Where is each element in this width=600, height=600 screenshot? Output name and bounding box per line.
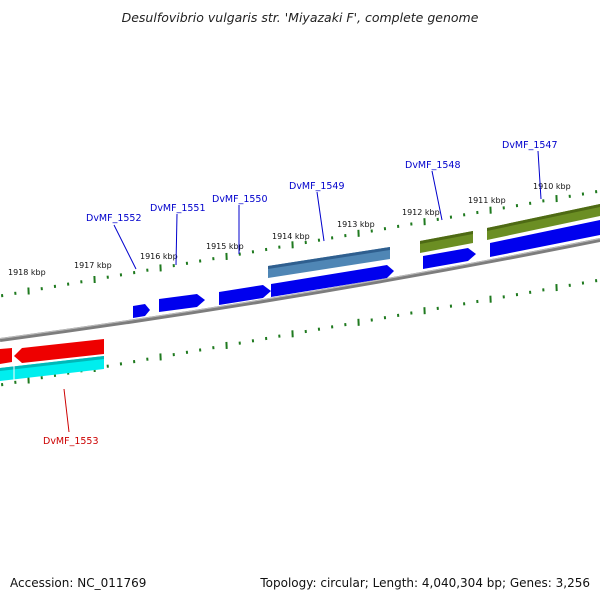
accession-label: Accession: NC_011769 — [10, 576, 147, 590]
genome-stats-label: Topology: circular; Length: 4,040,304 bp… — [260, 576, 590, 590]
kbp-label-1911: 1911 kbp — [468, 196, 506, 205]
gene-label-dvmf-1549[interactable]: DvMF_1549 — [289, 181, 345, 192]
cds-arrow-dvmf-1551[interactable] — [159, 294, 205, 312]
gene-label-dvmf-1552[interactable]: DvMF_1552 — [86, 213, 142, 224]
kbp-label-1915: 1915 kbp — [206, 242, 244, 251]
gene-label-dvmf-1553[interactable]: DvMF_1553 — [43, 436, 99, 447]
leader-line-dvmf-1548 — [431, 170, 443, 221]
kbp-label-1913: 1913 kbp — [337, 220, 375, 229]
feature-block-olive-1548-edge — [420, 231, 473, 244]
cds-arrow-dvmf-1552[interactable] — [133, 304, 150, 318]
map-title: Desulfovibrio vulgaris str. 'Miyazaki F'… — [122, 10, 479, 25]
gene-label-dvmf-1547[interactable]: DvMF_1547 — [502, 140, 558, 151]
cds-arrow-dvmf-1553[interactable] — [14, 339, 104, 363]
cds-arrow-dvmf-1550[interactable] — [219, 285, 271, 305]
cds-arrow-dvmf-1547[interactable] — [490, 220, 600, 257]
leader-line-dvmf-1547 — [537, 150, 542, 200]
lower-feature-track — [0, 339, 104, 381]
feature-block-steel-edge — [268, 247, 390, 269]
gene-label-dvmf-1550[interactable]: DvMF_1550 — [212, 194, 268, 205]
leader-line-dvmf-1553 — [63, 388, 70, 433]
kbp-label-1910: 1910 kbp — [533, 182, 571, 191]
gene-label-group: DvMF_1553 DvMF_1552 DvMF_1551 DvMF_1550 … — [43, 140, 558, 447]
kbp-label-1914: 1914 kbp — [272, 232, 310, 241]
kbp-label-1912: 1912 kbp — [402, 208, 440, 217]
feature-block-cyan-1553-edge — [0, 356, 104, 371]
leader-line-dvmf-1549 — [316, 191, 325, 242]
lower-tick-ring — [1, 279, 598, 387]
feature-block-cyan-1553[interactable] — [0, 356, 104, 381]
gene-label-dvmf-1548[interactable]: DvMF_1548 — [405, 160, 461, 171]
leader-line-dvmf-1551 — [175, 213, 178, 266]
upper-feature-track — [268, 204, 600, 278]
upper-tick-ring — [1, 190, 598, 298]
leader-line-dvmf-1552 — [113, 224, 137, 270]
feature-block-olive-1547-edge — [487, 204, 600, 231]
cds-arrow-dvmf-1548[interactable] — [423, 248, 476, 269]
kbp-label-1916: 1916 kbp — [140, 252, 178, 261]
cds-arrow-dvmf-1553-left[interactable] — [0, 348, 12, 364]
kbp-label-group: 1918 kbp 1917 kbp 1916 kbp 1915 kbp 1914… — [8, 182, 571, 277]
kbp-label-1917: 1917 kbp — [74, 261, 112, 270]
cds-arrow-dvmf-1549[interactable] — [271, 265, 394, 297]
genome-backbone-highlight — [0, 238, 600, 340]
gene-label-dvmf-1551[interactable]: DvMF_1551 — [150, 203, 206, 214]
kbp-label-1918: 1918 kbp — [8, 268, 46, 277]
cds-track — [133, 220, 600, 318]
genome-backbone — [0, 238, 600, 342]
